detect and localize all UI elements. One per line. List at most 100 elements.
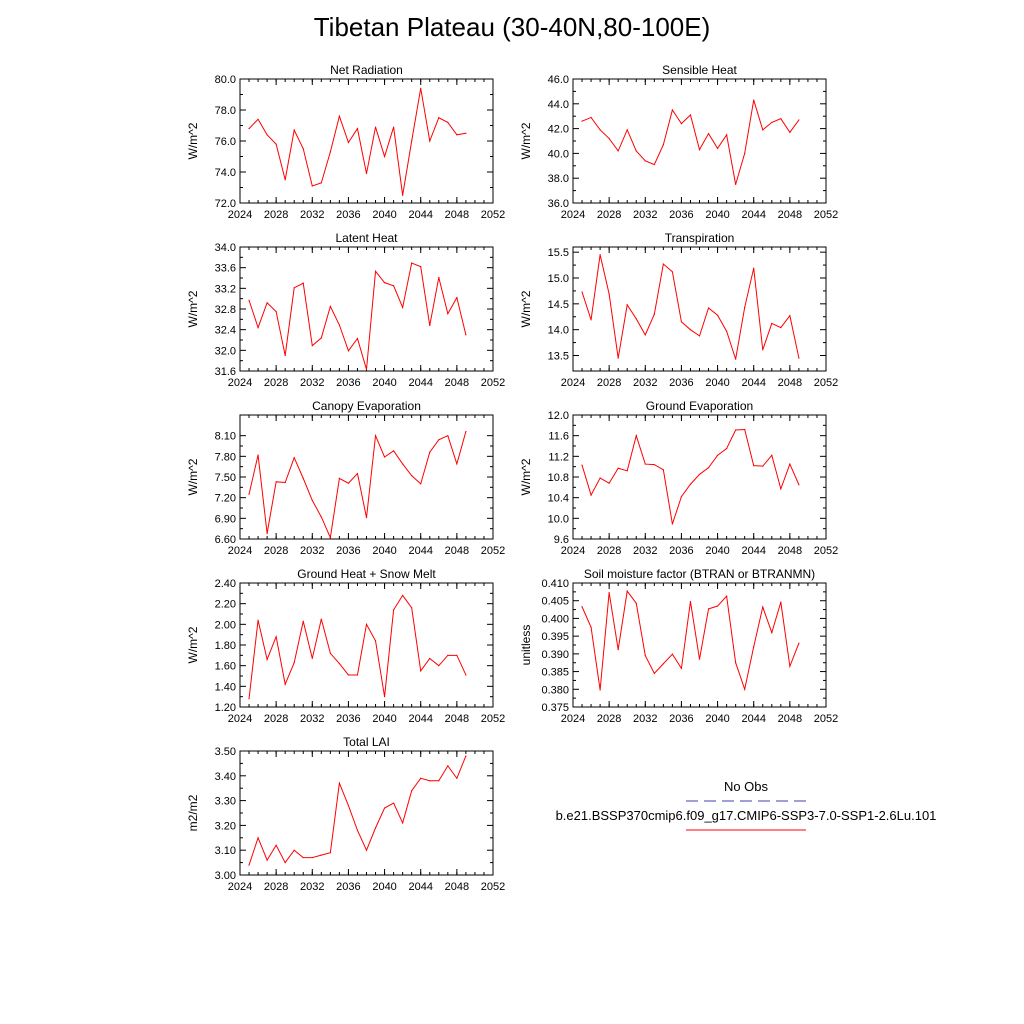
data-point bbox=[302, 477, 304, 479]
x-tick-label: 2032 bbox=[300, 377, 324, 389]
data-point bbox=[447, 313, 449, 315]
data-point bbox=[329, 151, 331, 153]
y-tick-label: 40.0 bbox=[548, 148, 569, 160]
data-point bbox=[438, 780, 440, 782]
data-point bbox=[635, 318, 637, 320]
x-tick-label: 2044 bbox=[741, 713, 765, 725]
data-point bbox=[698, 149, 701, 151]
data-point bbox=[465, 334, 467, 336]
x-tick-label: 2040 bbox=[372, 377, 396, 389]
x-tick-label: 2028 bbox=[264, 713, 288, 725]
y-axis-label: W/m^2 bbox=[519, 458, 533, 495]
data-point bbox=[671, 109, 673, 111]
data-point bbox=[402, 463, 404, 465]
data-point bbox=[347, 482, 350, 484]
data-point bbox=[581, 291, 583, 293]
y-tick-label: 10.8 bbox=[548, 472, 569, 484]
data-point bbox=[374, 827, 377, 829]
data-point bbox=[302, 282, 304, 284]
x-tick-label: 2052 bbox=[481, 713, 505, 725]
panel-6: 2024 2028 2032 2036 2040 2044 2048 2052 9.6 10.0 1… bbox=[519, 399, 838, 557]
x-tick-label: 2052 bbox=[814, 545, 838, 557]
x-tick-label: 2040 bbox=[705, 209, 729, 221]
data-point bbox=[320, 182, 322, 184]
data-point bbox=[599, 689, 601, 691]
panel-title: Ground Evaporation bbox=[646, 399, 753, 413]
data-point bbox=[626, 590, 628, 592]
data-point bbox=[689, 114, 692, 116]
data-point bbox=[320, 516, 322, 518]
data-point bbox=[293, 457, 295, 459]
y-tick-label: 7.20 bbox=[215, 493, 236, 505]
data-point bbox=[626, 129, 628, 131]
y-axis-label: W/m^2 bbox=[186, 626, 200, 663]
data-point bbox=[689, 483, 692, 485]
y-tick-label: 1.80 bbox=[215, 640, 236, 652]
data-point bbox=[374, 435, 377, 437]
data-point bbox=[365, 172, 368, 175]
data-point bbox=[780, 601, 782, 603]
panel-title: Transpiration bbox=[665, 231, 735, 245]
y-tick-label: 14.5 bbox=[548, 299, 569, 311]
data-point bbox=[266, 859, 268, 861]
x-tick-label: 2024 bbox=[561, 713, 585, 725]
data-point bbox=[635, 435, 637, 437]
data-point bbox=[798, 119, 800, 121]
y-tick-label: 3.30 bbox=[215, 796, 236, 808]
data-point bbox=[798, 484, 800, 486]
series-line bbox=[248, 431, 467, 540]
data-point bbox=[420, 87, 422, 89]
data-point bbox=[275, 143, 277, 145]
data-point bbox=[338, 324, 340, 326]
data-point bbox=[726, 595, 728, 597]
x-tick-label: 2040 bbox=[705, 545, 729, 557]
data-point bbox=[293, 661, 295, 664]
data-point bbox=[420, 670, 422, 672]
y-tick-label: 10.0 bbox=[548, 513, 569, 525]
x-tick-label: 2048 bbox=[445, 713, 469, 725]
data-point bbox=[653, 464, 655, 466]
data-point bbox=[716, 605, 719, 607]
panel-1: 2024 2028 2032 2036 2040 2044 2048 2052 72.0 74.0… bbox=[186, 63, 505, 221]
x-tick-label: 2028 bbox=[597, 377, 621, 389]
data-point bbox=[590, 319, 592, 321]
data-point bbox=[438, 665, 440, 667]
data-point bbox=[356, 472, 359, 475]
data-point bbox=[698, 335, 701, 337]
x-tick-label: 2024 bbox=[561, 545, 585, 557]
data-point bbox=[338, 115, 340, 117]
plot-frame bbox=[239, 750, 494, 876]
panel-title: Net Radiation bbox=[330, 63, 403, 77]
data-point bbox=[771, 322, 773, 325]
x-tick-label: 2032 bbox=[300, 713, 324, 725]
series-line bbox=[581, 589, 800, 692]
data-point bbox=[383, 456, 386, 458]
x-tick-label: 2024 bbox=[228, 713, 252, 725]
data-point bbox=[320, 337, 322, 339]
data-point bbox=[383, 155, 386, 158]
data-point bbox=[420, 777, 422, 779]
panel-7: 2024 2028 2032 2036 2040 2044 2048 2052 1.20 1.40… bbox=[186, 567, 505, 725]
x-tick-label: 2036 bbox=[669, 713, 693, 725]
data-point bbox=[599, 254, 601, 256]
x-tick-label: 2052 bbox=[481, 209, 505, 221]
data-point bbox=[581, 120, 583, 122]
x-tick-label: 2028 bbox=[264, 209, 288, 221]
data-point bbox=[293, 287, 295, 289]
data-point bbox=[411, 140, 413, 142]
y-axis-label: m2/m2 bbox=[186, 794, 200, 831]
data-point bbox=[707, 132, 710, 135]
data-point bbox=[653, 313, 655, 315]
data-point bbox=[347, 804, 350, 807]
x-tick-label: 2024 bbox=[561, 209, 585, 221]
data-point bbox=[456, 134, 458, 136]
x-tick-label: 2024 bbox=[228, 209, 252, 221]
data-point bbox=[374, 126, 377, 128]
x-tick-label: 2044 bbox=[741, 545, 765, 557]
x-tick-label: 2048 bbox=[778, 545, 802, 557]
plot-frame bbox=[239, 78, 494, 204]
data-point bbox=[671, 523, 673, 525]
data-point bbox=[356, 337, 359, 340]
data-point bbox=[798, 357, 800, 359]
